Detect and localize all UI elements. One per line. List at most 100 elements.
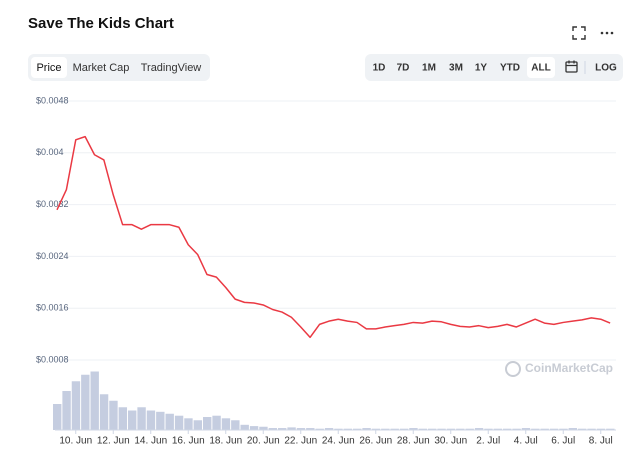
volume-bar [315,428,324,430]
volume-bar [296,428,306,430]
y-tick-label: $0.0016 [36,303,69,313]
volume-bar [324,428,334,430]
volume-bar [81,374,90,430]
volume-bar [118,407,128,430]
volume-bar [99,394,109,430]
x-tick-label: 30. Jun [434,436,467,447]
range-button[interactable]: 7D [397,63,410,74]
tab[interactable]: Price [36,62,61,74]
volume-bar [249,426,259,430]
volume-bar [559,428,568,430]
y-tick-label: $0.0008 [36,354,69,364]
volume-bar [268,428,278,430]
watermark-logo [505,361,521,377]
volume-bar [418,428,428,430]
x-tick-label: 10. Jun [59,436,92,447]
volume-bar [259,426,268,430]
y-tick-label: $0.0032 [36,199,69,209]
volume-bar [109,400,118,430]
volume-bar [540,428,549,430]
x-tick-label: 24. Jun [322,436,355,447]
volume-bar [184,418,193,430]
volume-bar [306,428,315,430]
volume-bar [409,428,418,430]
volume-bar [343,428,353,430]
volume-bar [606,428,615,430]
tab[interactable]: TradingView [141,62,202,74]
x-tick-label: 2. Jul [476,436,500,447]
volume-bar [231,420,240,430]
volume-bar [128,410,137,430]
volume-bar [493,428,503,430]
volume-bar [90,371,99,430]
x-tick-label: 22. Jun [284,436,317,447]
volume-bar [428,428,437,430]
volume-bar [203,417,212,430]
volume-bar [381,428,390,430]
x-tick-label: 4. Jul [514,436,538,447]
range-button[interactable]: YTD [500,63,520,74]
volume-bar [193,420,203,430]
volume-bar [174,415,184,430]
volume-bar [587,428,596,430]
volume-bar [512,428,521,430]
volume-bar [137,407,146,430]
calendar-icon[interactable] [565,60,578,73]
volume-bar [165,413,174,430]
y-tick-label: $0.004 [36,147,64,157]
volume-bar [456,428,465,430]
volume-bar [212,415,221,430]
watermark: CoinMarketCap [525,361,613,375]
volume-bar [484,428,493,430]
x-tick-label: 8. Jul [589,436,613,447]
volume-bar [334,428,343,430]
volume-bar [278,428,287,430]
log-button[interactable]: LOG [595,63,617,74]
range-group [365,54,623,81]
volume-bar [521,428,531,430]
volume-bar [437,428,446,430]
volume-bar [353,428,362,430]
range-active-bg [527,57,555,78]
x-tick-label: 26. Jun [359,436,392,447]
volume-bar [156,411,165,430]
range-button[interactable]: 3M [449,63,463,74]
volume-bar [371,428,381,430]
volume-bar [399,428,409,430]
volume-bar [146,410,156,430]
volume-bar [390,428,399,430]
x-tick-label: 20. Jun [247,436,280,447]
range-button[interactable]: 1Y [475,63,488,74]
volume-bar [362,428,371,430]
volume-bar [578,428,587,430]
volume-bar [474,428,484,430]
volume-bar [53,404,62,430]
more-icon[interactable] [600,31,614,35]
x-tick-label: 16. Jun [172,436,205,447]
volume-bar [568,428,578,430]
tab[interactable]: Market Cap [73,62,130,74]
volume-bar [240,424,249,430]
y-tick-label: $0.0048 [36,95,69,105]
tab-group [28,54,210,81]
x-tick-label: 28. Jun [397,436,430,447]
y-tick-label: $0.0024 [36,251,69,261]
x-tick-label: 14. Jun [134,436,167,447]
volume-bar [465,428,474,430]
range-button[interactable]: ALL [531,63,550,74]
volume-bar [549,428,559,430]
volume-bar [596,428,606,430]
expand-icon[interactable] [572,26,586,40]
chart-title: Save The Kids Chart [28,15,174,32]
range-button[interactable]: 1D [373,63,386,74]
volume-bar [503,428,512,430]
volume-bar [446,428,456,430]
tab-active-bg [31,57,67,78]
range-button[interactable]: 1M [422,63,436,74]
x-tick-label: 12. Jun [97,436,130,447]
volume-bar [221,418,231,430]
volume-bar [531,428,540,430]
volume-bar [71,381,81,430]
